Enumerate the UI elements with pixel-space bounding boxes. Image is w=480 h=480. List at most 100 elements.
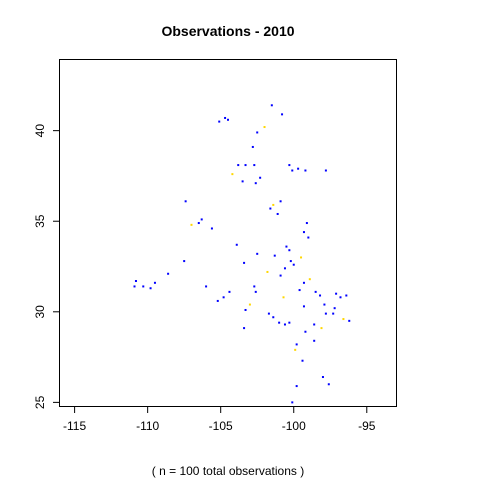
data-point	[184, 200, 187, 203]
data-point	[285, 245, 288, 248]
data-point-secondary	[308, 278, 311, 281]
data-point	[269, 207, 272, 210]
data-point	[253, 285, 256, 288]
data-point	[224, 116, 227, 119]
data-point	[278, 321, 281, 324]
y-tick-label: 25	[33, 395, 47, 409]
data-point	[183, 260, 186, 263]
data-point	[339, 296, 342, 299]
x-tick-label: -95	[358, 419, 376, 433]
data-point	[283, 267, 286, 270]
x-tick-label: -110	[136, 419, 159, 433]
data-point	[200, 218, 203, 221]
data-point	[281, 113, 284, 116]
data-point	[333, 307, 336, 310]
data-point	[288, 249, 291, 252]
data-point	[272, 316, 275, 319]
data-point	[256, 131, 259, 134]
data-point	[297, 167, 300, 170]
data-point	[241, 180, 244, 183]
data-point	[153, 281, 156, 284]
data-point	[267, 312, 270, 315]
data-point	[324, 169, 327, 172]
data-point	[301, 359, 304, 362]
data-point	[279, 274, 282, 277]
data-point	[304, 169, 307, 172]
data-point	[133, 285, 136, 288]
data-point	[332, 312, 335, 315]
data-point	[205, 285, 208, 288]
data-point-secondary	[248, 303, 251, 306]
data-point	[134, 280, 137, 283]
data-point	[227, 118, 229, 121]
data-points	[133, 104, 351, 404]
data-point-secondary	[263, 126, 266, 129]
data-point-secondary	[320, 327, 323, 330]
y-tick-label: 30	[33, 305, 47, 319]
data-point	[235, 243, 238, 246]
data-point	[197, 222, 200, 225]
data-point-secondary	[300, 256, 303, 259]
data-point	[348, 319, 351, 322]
y-tick-label: 40	[33, 124, 47, 138]
data-point	[305, 222, 308, 225]
data-point	[254, 182, 257, 185]
x-tick-label: -115	[63, 419, 86, 433]
data-point	[218, 120, 221, 123]
data-point-secondary	[231, 173, 234, 176]
data-point	[256, 252, 259, 255]
data-point	[295, 385, 298, 388]
data-point	[327, 383, 330, 386]
y-tick-label: 35	[33, 214, 47, 228]
data-point	[210, 227, 213, 230]
data-point	[244, 308, 247, 311]
data-point	[289, 260, 292, 263]
data-point	[291, 401, 294, 404]
x-tick-label: -105	[209, 419, 233, 433]
data-point	[319, 294, 322, 297]
data-point	[243, 327, 246, 330]
data-point	[291, 169, 294, 172]
data-point	[321, 376, 324, 379]
data-point	[302, 281, 305, 284]
data-point	[243, 261, 246, 264]
data-point	[313, 323, 316, 326]
data-point	[254, 290, 257, 293]
data-point	[283, 323, 286, 326]
data-point	[302, 231, 305, 234]
x-tick-label: -100	[282, 419, 306, 433]
data-point	[314, 290, 317, 293]
data-point	[244, 164, 247, 167]
x-axis: -115 -110 -105 -100 -95	[63, 406, 376, 433]
data-point	[292, 263, 295, 266]
data-point	[253, 164, 256, 167]
data-point	[288, 164, 291, 167]
data-point	[259, 176, 262, 179]
data-point	[228, 290, 231, 293]
y-axis: 25 30 35 40	[33, 124, 60, 409]
data-point	[167, 272, 170, 275]
data-point	[302, 305, 305, 308]
data-point	[295, 343, 298, 346]
data-point	[324, 312, 327, 315]
data-point-secondary	[282, 296, 285, 299]
data-point	[345, 294, 348, 297]
data-point	[222, 296, 225, 299]
data-point	[273, 254, 276, 257]
chart-title: Observations - 2010	[161, 23, 294, 39]
data-point	[279, 200, 282, 203]
data-point	[313, 339, 316, 342]
data-point	[216, 299, 219, 302]
data-point	[237, 164, 240, 167]
data-point	[142, 285, 145, 288]
data-point-secondary	[190, 223, 193, 226]
plot-frame	[59, 59, 397, 407]
data-point-secondary	[294, 348, 297, 351]
data-point	[270, 104, 273, 107]
data-point-secondary	[266, 270, 269, 273]
chart-caption: ( n = 100 total observations )	[152, 464, 304, 478]
data-point	[276, 212, 279, 215]
data-point	[251, 145, 254, 148]
data-point	[323, 303, 326, 306]
